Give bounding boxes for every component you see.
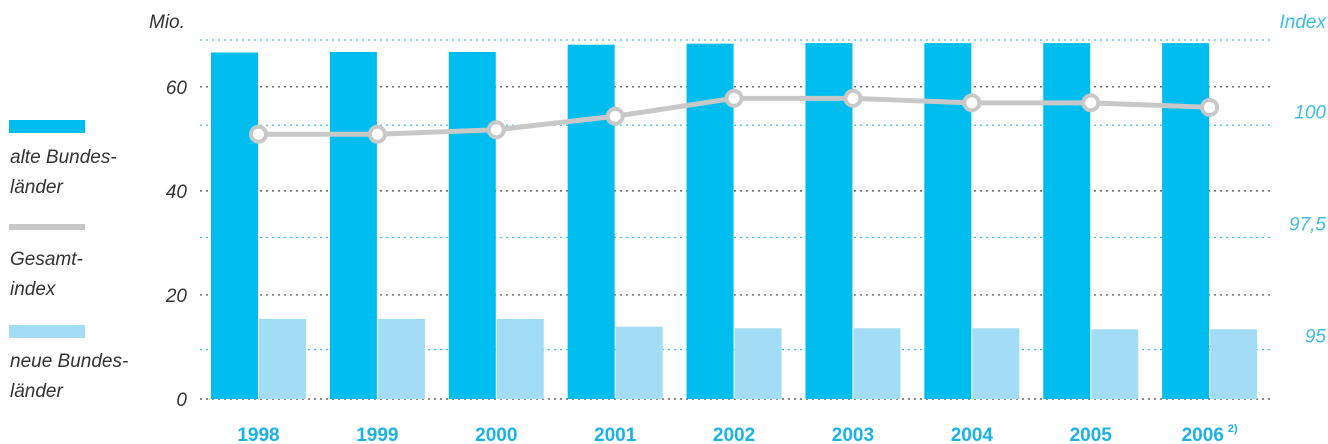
index-point-2004: [962, 93, 982, 113]
legend-item-alte-bundeslaender: alte Bundes- länder: [9, 120, 117, 198]
bar-neue-bundeslaender-2000: [496, 318, 544, 399]
legend-swatch-alte-bundeslaender: [9, 120, 85, 133]
index-point-2001: [605, 106, 625, 126]
legend-label-alte-line2: länder: [10, 177, 63, 198]
x-axis-labels: 1998 1999 2000 2001 2002 2003 2004 2005 2006 2): [237, 423, 1238, 444]
left-tick-label: 60: [166, 78, 188, 99]
x-tick-label: 2003: [832, 425, 874, 444]
legend-swatch-gesamtindex: [9, 224, 85, 230]
index-point-2005: [1081, 93, 1101, 113]
left-tick-label: 0: [176, 390, 187, 411]
legend-item-neue-bundeslaender: neue Bundes- länder: [9, 325, 128, 402]
bar-neue-bundeslaender-2001: [615, 326, 663, 399]
x-tick-label: 2004: [951, 425, 994, 444]
x-tick-label: 2005: [1070, 425, 1113, 444]
x-tick-label: 1998: [237, 425, 279, 444]
x-tick-label: 2006 2): [1182, 423, 1238, 444]
legend-label-gesamt-line1: Gesamt-: [10, 249, 83, 270]
index-point-1998: [249, 124, 268, 144]
bar-neue-bundeslaender-2004: [972, 328, 1020, 399]
bar-alte-bundeslaender-1999: [329, 51, 377, 399]
axes: Mio. Index 0 20 40 60 95 97,5 100: [149, 12, 1327, 411]
index-point-2006: [1200, 97, 1220, 117]
bar-neue-bundeslaender-1998: [259, 318, 306, 399]
legend-swatch-neue-bundeslaender: [9, 325, 85, 338]
x-tick-label: 2000: [475, 425, 517, 444]
index-point-2002: [724, 88, 744, 108]
bar-alte-bundeslaender-2001: [567, 44, 615, 399]
right-tick-label: 95: [1305, 327, 1327, 348]
legend-label-gesamt-line2: index: [10, 279, 57, 300]
bar-alte-bundeslaender-2004: [924, 43, 972, 400]
x-tick-label: 2002: [713, 425, 755, 444]
right-tick-label: 97,5: [1289, 214, 1326, 235]
bar-neue-bundeslaender-2002: [734, 328, 782, 399]
legend-label-neue-line1: neue Bundes-: [10, 351, 128, 372]
legend: alte Bundes- länder Gesamt- index neue B…: [9, 120, 128, 402]
x-tick-label: 2001: [594, 425, 637, 444]
x-tick-label: 1999: [356, 425, 398, 444]
bar-neue-bundeslaender-1999: [377, 318, 425, 399]
legend-label-alte-line1: alte Bundes-: [10, 147, 117, 168]
index-point-2003: [843, 88, 863, 108]
legend-item-gesamtindex: Gesamt- index: [9, 224, 85, 300]
bar-alte-bundeslaender-2006: [1162, 43, 1210, 400]
right-axis-unit-label: Index: [1280, 12, 1328, 33]
left-axis-unit-label: Mio.: [149, 12, 185, 33]
index-point-2000: [486, 120, 506, 140]
bar-alte-bundeslaender-2005: [1043, 43, 1091, 400]
legend-label-neue-line2: länder: [10, 381, 63, 402]
bar-neue-bundeslaender-2005: [1091, 329, 1139, 399]
right-tick-label: 100: [1294, 102, 1326, 123]
left-tick-label: 20: [165, 286, 188, 307]
bar-alte-bundeslaender-2000: [448, 51, 496, 399]
x-tick-footnote: 2): [1228, 423, 1238, 435]
index-point-1999: [367, 124, 387, 144]
bar-neue-bundeslaender-2006: [1210, 329, 1258, 399]
left-tick-label: 40: [166, 182, 188, 203]
bar-alte-bundeslaender-1998: [211, 52, 258, 399]
bar-neue-bundeslaender-2003: [853, 328, 901, 399]
index-line: [249, 88, 1220, 144]
